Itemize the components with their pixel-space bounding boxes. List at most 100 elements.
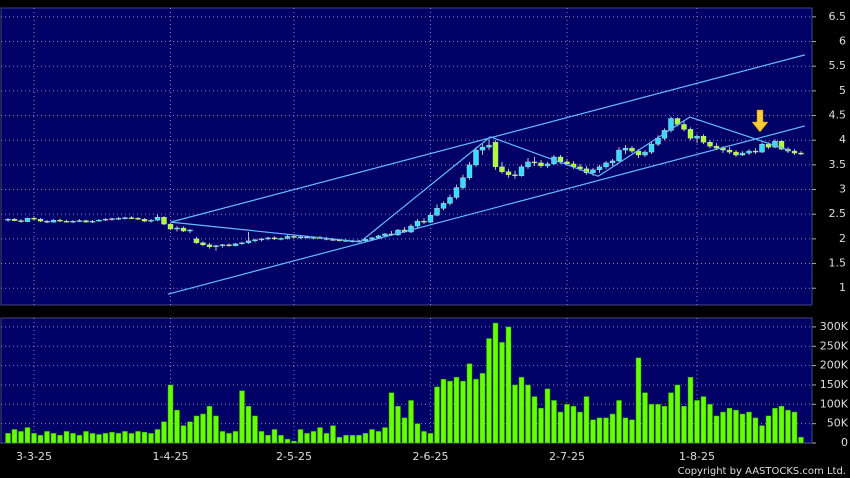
x-tick-label: 1-8-25 — [679, 450, 715, 463]
candle-body — [180, 227, 187, 232]
x-tick-label: 2-7-25 — [549, 450, 585, 463]
volume-bar — [187, 421, 193, 444]
candle-body — [447, 197, 453, 204]
volume-bar — [89, 433, 96, 444]
candle-body — [24, 217, 31, 222]
volume-bar — [570, 405, 577, 444]
volume-bar — [453, 376, 460, 444]
candle-body — [89, 220, 96, 223]
volume-bar — [447, 380, 453, 444]
volume-bar — [440, 378, 447, 444]
candle-body — [44, 220, 50, 223]
volume-bar — [752, 417, 759, 444]
volume-bar — [681, 405, 687, 444]
candle-body — [512, 174, 518, 176]
candle-body — [414, 220, 421, 227]
candle-body — [37, 218, 44, 222]
candle-body — [193, 238, 200, 244]
candle-body — [765, 143, 772, 148]
volume-bar — [492, 322, 499, 444]
candle-body — [798, 152, 804, 155]
candle-body — [622, 147, 629, 151]
volume-bar — [596, 417, 603, 444]
candle-body — [577, 166, 583, 170]
y-tick-label: 1 — [839, 281, 846, 294]
candle-body — [187, 229, 193, 232]
volume-bar — [265, 435, 271, 444]
candle-body — [83, 220, 89, 223]
y-tick-label: 5 — [839, 84, 846, 97]
arrow-marker — [751, 109, 769, 133]
candle-body — [128, 217, 135, 219]
volume-bar — [18, 431, 24, 444]
candle-body — [518, 166, 525, 176]
volume-bar — [206, 405, 213, 444]
volume-bar — [382, 427, 388, 444]
candle-body — [648, 143, 655, 153]
trendline — [490, 136, 599, 177]
candle-body — [141, 218, 148, 222]
candle-body — [668, 118, 674, 131]
candle-body — [694, 136, 700, 139]
volume-tick-label: 250K — [820, 339, 849, 352]
y-tick-label: 2.5 — [829, 207, 847, 220]
volume-bar — [330, 425, 336, 444]
candle-body — [135, 217, 141, 220]
candle-body — [486, 144, 492, 148]
volume-bar — [141, 431, 148, 444]
candle-body — [252, 239, 258, 242]
volume-tick-label: 150K — [820, 378, 849, 391]
trendline — [167, 125, 806, 295]
volume-tick-label: 100K — [820, 397, 849, 410]
volume-bar — [24, 427, 31, 444]
candle-body — [115, 217, 122, 220]
volume-bar — [505, 326, 512, 444]
volume-bar — [349, 435, 356, 444]
volume-bar — [336, 436, 343, 444]
candle-body — [382, 233, 388, 237]
volume-bar — [713, 415, 720, 444]
candle-body — [460, 177, 466, 188]
candle-body — [200, 242, 206, 246]
candle-body — [31, 217, 37, 220]
volume-bar — [785, 409, 791, 444]
volume-bar — [512, 384, 518, 444]
volume-bar — [362, 433, 369, 444]
volume-bar — [759, 425, 765, 444]
y-tick-label: 1.5 — [829, 257, 847, 270]
volume-bar — [31, 433, 37, 444]
volume-bar — [161, 421, 167, 444]
trendline — [359, 136, 491, 243]
candle-body — [739, 152, 746, 156]
x-tick-label: 1-4-25 — [153, 450, 189, 463]
candle-body — [96, 219, 102, 222]
candle-body — [531, 161, 538, 164]
candle-body — [687, 129, 694, 139]
candle-body — [778, 141, 785, 150]
volume-bar — [63, 431, 70, 444]
candle-body — [590, 169, 596, 173]
candle-body — [700, 136, 707, 143]
volume-bar — [674, 384, 681, 444]
volume-bar — [135, 431, 141, 444]
volume-bar — [5, 433, 11, 444]
volume-bar — [778, 405, 785, 444]
volume-bar — [193, 415, 200, 444]
volume-bar — [83, 431, 89, 444]
candle-body — [635, 150, 642, 156]
volume-bar — [557, 411, 564, 444]
volume-bar — [180, 425, 187, 444]
candle-body — [70, 220, 76, 223]
volume-bar — [356, 435, 362, 444]
volume-bar — [421, 431, 427, 444]
volume-bar — [284, 438, 291, 444]
candle-body — [297, 236, 304, 239]
candle-body — [122, 217, 128, 219]
volume-bar — [460, 380, 466, 444]
candle-body — [427, 215, 434, 223]
candle-body — [616, 149, 622, 162]
volume-bar — [733, 409, 739, 444]
price-panel — [0, 7, 813, 306]
volume-bar — [499, 342, 505, 444]
volume-bar — [642, 392, 648, 444]
